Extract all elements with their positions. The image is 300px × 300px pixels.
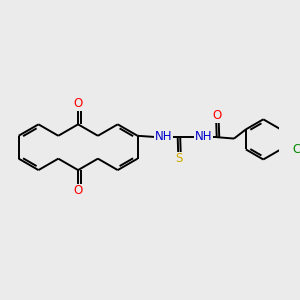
Text: NH: NH xyxy=(195,130,212,143)
Text: Cl: Cl xyxy=(292,143,300,156)
Text: NH: NH xyxy=(155,130,172,143)
Text: O: O xyxy=(74,184,83,197)
Text: O: O xyxy=(74,97,83,110)
Text: S: S xyxy=(176,152,183,165)
Text: O: O xyxy=(213,110,222,122)
